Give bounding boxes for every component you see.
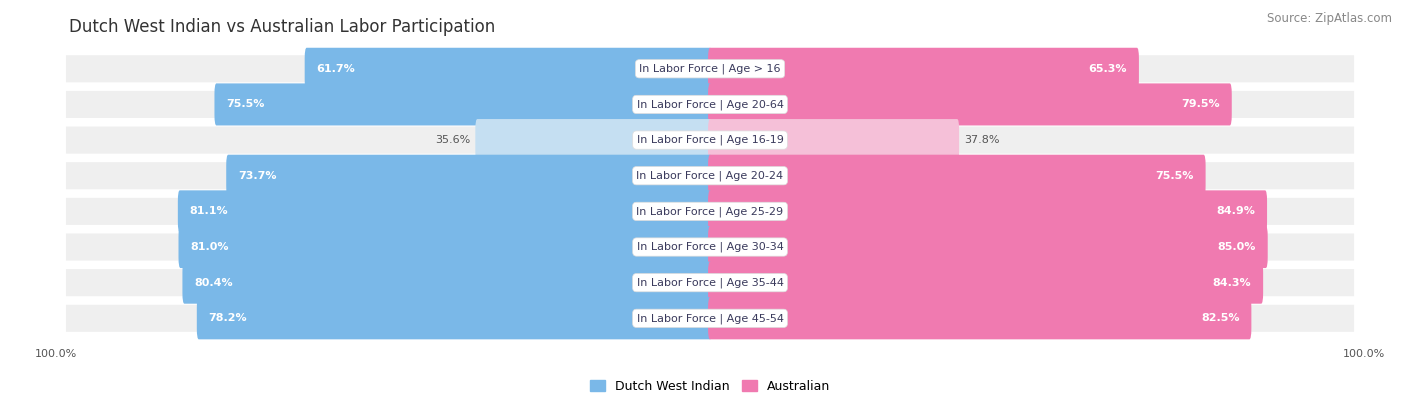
FancyBboxPatch shape: [709, 226, 1268, 268]
FancyBboxPatch shape: [66, 305, 1354, 332]
FancyBboxPatch shape: [305, 48, 711, 90]
FancyBboxPatch shape: [66, 55, 1354, 82]
FancyBboxPatch shape: [197, 297, 711, 339]
Text: Dutch West Indian vs Australian Labor Participation: Dutch West Indian vs Australian Labor Pa…: [69, 18, 495, 36]
Text: In Labor Force | Age > 16: In Labor Force | Age > 16: [640, 64, 780, 74]
Text: 65.3%: 65.3%: [1088, 64, 1128, 74]
Text: 82.5%: 82.5%: [1201, 313, 1240, 324]
Text: In Labor Force | Age 30-34: In Labor Force | Age 30-34: [637, 242, 783, 252]
Legend: Dutch West Indian, Australian: Dutch West Indian, Australian: [585, 375, 835, 395]
Text: In Labor Force | Age 35-44: In Labor Force | Age 35-44: [637, 277, 783, 288]
Text: 84.3%: 84.3%: [1213, 278, 1251, 288]
Text: 78.2%: 78.2%: [208, 313, 247, 324]
FancyBboxPatch shape: [66, 162, 1354, 189]
FancyBboxPatch shape: [66, 91, 1354, 118]
FancyBboxPatch shape: [66, 233, 1354, 261]
Text: 84.9%: 84.9%: [1216, 206, 1256, 216]
Text: 37.8%: 37.8%: [963, 135, 1000, 145]
FancyBboxPatch shape: [709, 297, 1251, 339]
FancyBboxPatch shape: [709, 83, 1232, 126]
Text: 80.4%: 80.4%: [194, 278, 233, 288]
FancyBboxPatch shape: [66, 198, 1354, 225]
Text: 61.7%: 61.7%: [316, 64, 356, 74]
FancyBboxPatch shape: [183, 261, 711, 304]
Text: 81.1%: 81.1%: [190, 206, 228, 216]
Text: 75.5%: 75.5%: [226, 100, 264, 109]
Text: In Labor Force | Age 16-19: In Labor Force | Age 16-19: [637, 135, 783, 145]
Text: 85.0%: 85.0%: [1218, 242, 1256, 252]
FancyBboxPatch shape: [226, 155, 711, 197]
FancyBboxPatch shape: [709, 190, 1267, 232]
FancyBboxPatch shape: [66, 126, 1354, 154]
FancyBboxPatch shape: [709, 119, 959, 161]
Text: 79.5%: 79.5%: [1181, 100, 1220, 109]
FancyBboxPatch shape: [709, 261, 1263, 304]
FancyBboxPatch shape: [709, 155, 1205, 197]
FancyBboxPatch shape: [475, 119, 711, 161]
FancyBboxPatch shape: [215, 83, 711, 126]
Text: 75.5%: 75.5%: [1156, 171, 1194, 181]
Text: In Labor Force | Age 25-29: In Labor Force | Age 25-29: [637, 206, 783, 216]
Text: Source: ZipAtlas.com: Source: ZipAtlas.com: [1267, 12, 1392, 25]
Text: 35.6%: 35.6%: [436, 135, 471, 145]
Text: In Labor Force | Age 45-54: In Labor Force | Age 45-54: [637, 313, 783, 324]
Text: 73.7%: 73.7%: [238, 171, 277, 181]
Text: In Labor Force | Age 20-24: In Labor Force | Age 20-24: [637, 171, 783, 181]
FancyBboxPatch shape: [709, 48, 1139, 90]
FancyBboxPatch shape: [66, 269, 1354, 296]
Text: 81.0%: 81.0%: [190, 242, 229, 252]
FancyBboxPatch shape: [177, 190, 711, 232]
Text: In Labor Force | Age 20-64: In Labor Force | Age 20-64: [637, 99, 783, 110]
FancyBboxPatch shape: [179, 226, 711, 268]
